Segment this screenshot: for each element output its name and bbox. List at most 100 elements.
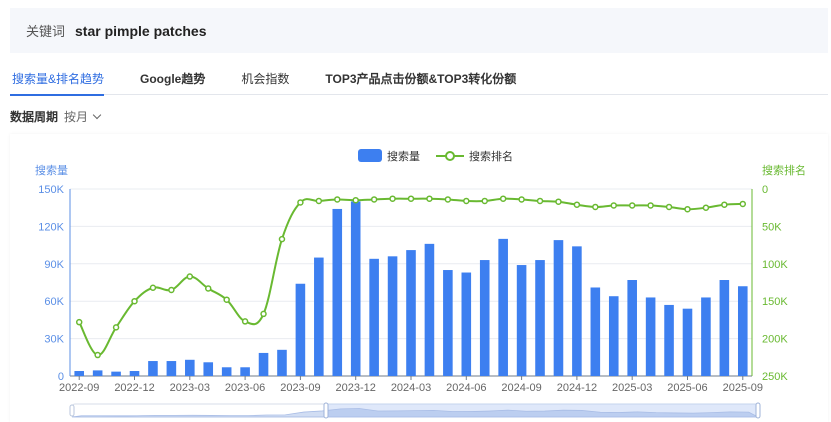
- bar[interactable]: [572, 246, 582, 376]
- rank-point[interactable]: [628, 202, 636, 209]
- legend-bar-label: 搜索量: [387, 149, 420, 163]
- rank-point[interactable]: [334, 196, 341, 203]
- rank-point[interactable]: [186, 273, 194, 280]
- rank-point[interactable]: [536, 197, 544, 205]
- bar[interactable]: [461, 272, 472, 376]
- bar[interactable]: [74, 371, 85, 376]
- left-axis-tick-label: 30K: [44, 334, 64, 346]
- bar[interactable]: [443, 270, 453, 376]
- bar[interactable]: [479, 260, 490, 376]
- rank-point[interactable]: [573, 201, 581, 208]
- bar[interactable]: [608, 296, 619, 376]
- bar[interactable]: [645, 297, 656, 376]
- right-axis-tick-label: 250K: [762, 371, 788, 383]
- rank-point[interactable]: [499, 195, 507, 202]
- rank-point[interactable]: [94, 351, 101, 359]
- bar[interactable]: [387, 256, 398, 376]
- rank-point[interactable]: [223, 296, 230, 303]
- legend-bar-swatch[interactable]: [358, 149, 382, 162]
- rank-point[interactable]: [112, 324, 120, 331]
- bar[interactable]: [424, 243, 435, 376]
- bar[interactable]: [258, 352, 269, 376]
- rank-point[interactable]: [278, 235, 286, 243]
- rank-point[interactable]: [149, 284, 157, 291]
- legend-line-marker: [445, 151, 455, 161]
- bar[interactable]: [129, 371, 140, 376]
- rank-point[interactable]: [592, 203, 599, 211]
- x-tick-label: 2023-09: [280, 382, 320, 394]
- bar[interactable]: [277, 349, 287, 376]
- rank-point[interactable]: [481, 197, 488, 205]
- zoom-handle-mid[interactable]: [323, 402, 329, 419]
- bar[interactable]: [498, 238, 508, 376]
- bar[interactable]: [553, 240, 564, 376]
- bar[interactable]: [664, 304, 674, 376]
- bar[interactable]: [406, 250, 416, 376]
- rank-point[interactable]: [426, 195, 433, 202]
- rank-point[interactable]: [647, 202, 654, 209]
- bar[interactable]: [719, 280, 730, 376]
- bar[interactable]: [92, 370, 103, 376]
- bar[interactable]: [148, 361, 158, 376]
- rank-point[interactable]: [665, 203, 673, 211]
- period-label: 数据周期: [10, 110, 59, 124]
- rank-point[interactable]: [260, 310, 267, 318]
- rank-point[interactable]: [131, 297, 138, 305]
- rank-point[interactable]: [352, 196, 359, 204]
- bar[interactable]: [240, 367, 250, 376]
- zoom-preview-area: [71, 408, 759, 418]
- bar[interactable]: [627, 280, 637, 376]
- rank-point[interactable]: [555, 198, 562, 205]
- rank-point[interactable]: [168, 286, 175, 294]
- rank-point[interactable]: [721, 201, 728, 208]
- x-tick-label: 2025-06: [667, 382, 707, 394]
- rank-point[interactable]: [463, 197, 470, 205]
- zoom-handle-right[interactable]: [755, 402, 761, 419]
- bar[interactable]: [332, 208, 343, 376]
- rank-point[interactable]: [518, 196, 525, 203]
- rank-point[interactable]: [204, 285, 212, 292]
- bar[interactable]: [111, 371, 121, 376]
- rank-point[interactable]: [444, 196, 452, 203]
- bar[interactable]: [221, 367, 232, 376]
- rank-point[interactable]: [702, 204, 710, 211]
- x-tick-label: 2023-03: [170, 382, 210, 394]
- bar[interactable]: [203, 362, 214, 376]
- zoom-handle-left[interactable]: [69, 404, 75, 417]
- bar[interactable]: [737, 286, 748, 376]
- rank-point[interactable]: [297, 199, 304, 206]
- bar[interactable]: [682, 308, 693, 376]
- rank-point[interactable]: [241, 318, 249, 325]
- rank-point[interactable]: [75, 318, 83, 326]
- rank-point[interactable]: [370, 196, 378, 203]
- rank-point[interactable]: [684, 205, 691, 213]
- bar[interactable]: [590, 287, 601, 376]
- bar[interactable]: [314, 257, 324, 376]
- chart-card: 0 30K 60K 90K 120K 150K 0 50K 100K 150K 200K 250K 搜索…: [10, 134, 828, 422]
- rank-point[interactable]: [739, 200, 747, 208]
- bar[interactable]: [166, 361, 177, 376]
- tab-google-trend[interactable]: Google趋势: [140, 72, 206, 86]
- bar[interactable]: [516, 265, 527, 376]
- left-axis-tick-label: 0: [58, 371, 64, 383]
- bar[interactable]: [295, 283, 306, 376]
- x-tick-label: 2023-06: [225, 382, 265, 394]
- bar[interactable]: [350, 201, 361, 376]
- tab-opportunity-index[interactable]: 机会指数: [241, 72, 290, 86]
- left-axis-tick-label: 60K: [44, 296, 64, 308]
- bar[interactable]: [369, 258, 379, 376]
- rank-point[interactable]: [407, 195, 415, 202]
- period-select[interactable]: 按月: [64, 108, 102, 125]
- tab-top3-share[interactable]: TOP3产品点击份额&TOP3转化份额: [325, 72, 517, 86]
- data-period: 数据周期 按月: [10, 108, 102, 125]
- x-tick-label: 2022-12: [114, 382, 154, 394]
- rank-point[interactable]: [610, 202, 618, 209]
- bar[interactable]: [185, 359, 195, 376]
- rank-point[interactable]: [315, 197, 323, 205]
- tab-search-rank-trend[interactable]: 搜索量&排名趋势: [10, 64, 105, 96]
- x-tick-label: 2024-03: [391, 382, 431, 394]
- rank-point[interactable]: [389, 195, 396, 202]
- bar[interactable]: [535, 260, 545, 376]
- bar[interactable]: [701, 297, 711, 376]
- x-tick-label: 2025-09: [723, 382, 763, 394]
